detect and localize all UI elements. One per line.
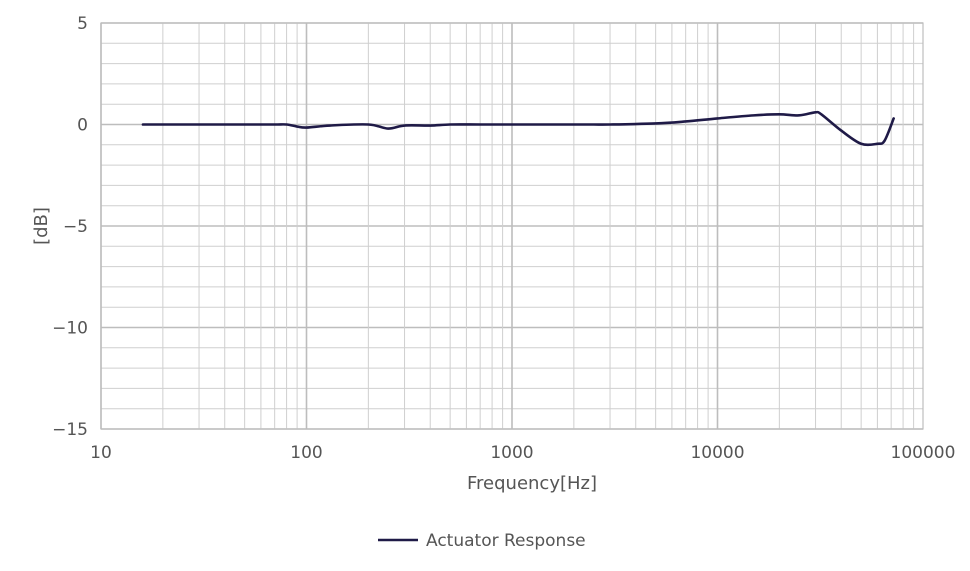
y-tick-label: −10 [52, 319, 88, 339]
legend: Actuator Response [378, 531, 586, 551]
x-tick-labels: 10 100 1000 10000 100000 [90, 443, 955, 463]
grid [100, 22, 923, 430]
x-axis-title: Frequency[Hz] [467, 473, 597, 494]
y-tick-label: −15 [52, 420, 88, 440]
x-tick-label: 1000 [490, 443, 533, 463]
x-tick-label: 10000 [690, 443, 744, 463]
y-tick-label: 5 [77, 14, 88, 34]
x-tick-label: 100 [290, 443, 322, 463]
y-tick-label: −5 [63, 217, 88, 237]
series-line-actuator-response [141, 110, 895, 147]
y-tick-labels: 5 0 −5 −10 −15 [52, 14, 88, 440]
legend-label-actuator-response: Actuator Response [426, 531, 586, 551]
y-tick-label: 0 [77, 116, 88, 136]
x-tick-label: 100000 [891, 443, 956, 463]
plot-frame [100, 22, 924, 430]
x-tick-label: 10 [90, 443, 112, 463]
y-axis-title: [dB] [31, 207, 52, 245]
